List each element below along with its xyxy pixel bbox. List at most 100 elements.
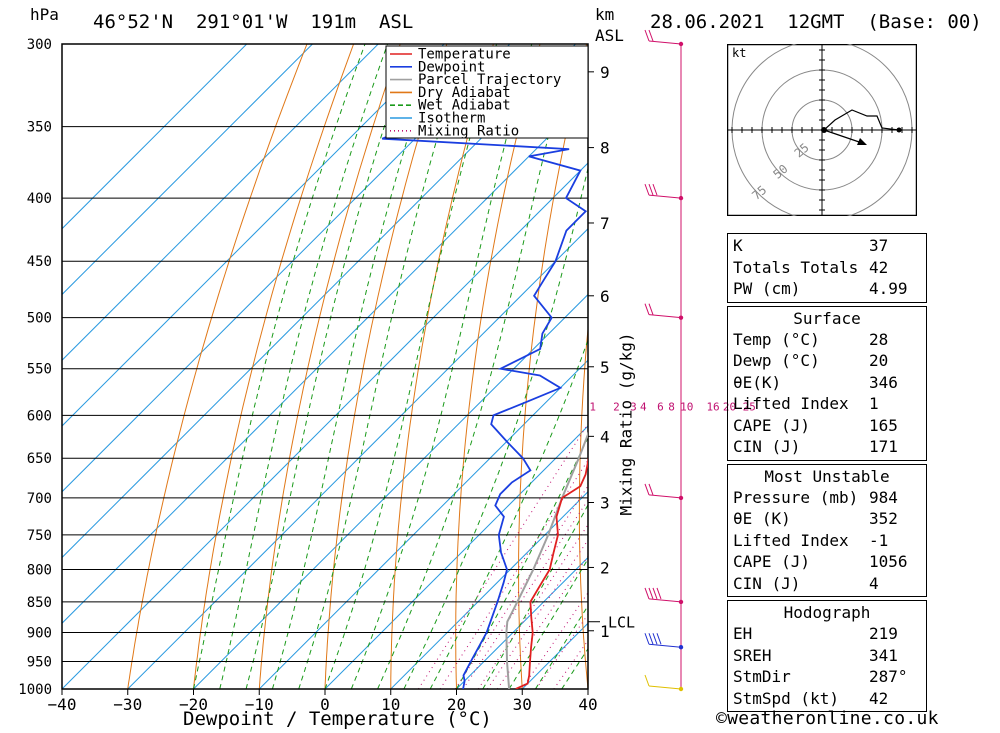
mixing-ratio-label: 8 (668, 400, 675, 413)
x-tick-label: −30 (113, 695, 142, 714)
index-value: 341 (869, 645, 898, 665)
isotherm-line (62, 162, 588, 689)
pressure-tick-label: 800 (27, 562, 52, 578)
wind-barb-feather (648, 633, 654, 645)
index-value: 1056 (869, 552, 908, 571)
dry-adiabat-line (455, 44, 541, 689)
index-value: 287° (869, 667, 908, 686)
index-label: Lifted Index (733, 530, 849, 550)
wet-adiabat-line (403, 166, 588, 689)
index-row: Lifted Index 1 (733, 393, 921, 415)
index-value: -1 (869, 530, 889, 550)
surface-box: Surface Temp (°C) 28 Dewp (°C) 20 θE(K) 346 Li… (727, 305, 927, 461)
wind-barb-shaft (648, 314, 682, 319)
isotherm-line (390, 491, 588, 689)
pressure-tick-label: 500 (27, 311, 52, 327)
legend-label: Parcel Trajectory (418, 72, 561, 88)
x-tick-label: −20 (179, 695, 208, 714)
isotherm-line (127, 228, 588, 689)
dewpoint-line (381, 51, 588, 689)
copyright-notice[interactable]: ©weatheronline.co.uk (716, 708, 939, 729)
wet-adiabat-line (219, 44, 389, 689)
index-label: CIN (J) (733, 437, 801, 456)
index-row: θE (K) 352 (733, 508, 921, 530)
isotherm-line (62, 44, 576, 559)
wind-barb-feather (652, 183, 658, 196)
legend-label: Dewpoint (418, 59, 485, 75)
mixing-ratio-label: 6 (657, 400, 664, 413)
legend-box (385, 45, 589, 139)
wind-barb-feather (648, 183, 654, 196)
wind-barb-shaft (648, 40, 682, 45)
index-label: CIN (J) (733, 573, 801, 593)
height-tick-label: 2 (600, 558, 610, 577)
index-value: 37 (869, 236, 889, 255)
mixing-ratio-label: 25 (743, 400, 756, 413)
index-value: 42 (869, 688, 889, 708)
pressure-tick-label: 900 (27, 626, 52, 642)
index-row: Dewp (°C) 20 (733, 350, 921, 372)
legend-label: Wet Adiabat (418, 98, 511, 114)
index-label: StmSpd (kt) (733, 688, 839, 708)
pressure-tick-label: 550 (27, 362, 52, 378)
index-row: K 37 (733, 235, 921, 257)
pressure-tick-label: 300 (27, 37, 52, 53)
wind-barb-feather (648, 29, 654, 42)
hodograph-title: Hodograph (783, 603, 871, 622)
mixing-ratio-line (535, 613, 588, 689)
isotherm-line (62, 44, 445, 427)
general-indices-box: K 37 Totals Totals 42 PW (cm) 4.99 (727, 233, 927, 303)
wind-barb-feather (652, 633, 658, 645)
location-title: 46°52'N 291°01'W 191m ASL (93, 11, 414, 33)
isotherm-line (324, 425, 588, 689)
most-unstable-title: Most Unstable (764, 466, 890, 486)
wet-adiabat-line (456, 436, 588, 689)
mixing-ratio-axis-title: Mixing Ratio (g/kg) (616, 332, 636, 516)
x-axis-title: Dewpoint / Temperature (°C) (183, 708, 492, 730)
x-tick-label: 0 (320, 695, 330, 714)
wind-barb-feather (652, 587, 658, 600)
index-row: StmDir 287° (733, 666, 921, 688)
pressure-tick-label: 650 (27, 451, 52, 467)
wind-barb-shaft (648, 685, 682, 690)
pressure-unit-label: hPa (30, 5, 59, 24)
isotherm-line (62, 44, 379, 361)
index-value: 42 (869, 257, 889, 277)
wind-barb-feather (644, 674, 650, 687)
pressure-tick-label: 750 (27, 528, 52, 544)
isotherm-line (62, 44, 511, 493)
index-label: CAPE (J) (733, 552, 811, 571)
height-tick-label: 6 (600, 287, 610, 306)
index-label: SREH (733, 645, 772, 665)
mixing-ratio-label: 16 (706, 400, 719, 413)
pressure-tick-label: 400 (27, 191, 52, 207)
isotherm-line (258, 359, 588, 689)
wind-barb-feather (644, 29, 650, 42)
isotherm-line (62, 96, 588, 624)
hodograph-trace (823, 109, 900, 131)
height-tick-label: 9 (600, 63, 610, 82)
pressure-tick-label: 700 (27, 491, 52, 507)
mixing-ratio-line (417, 422, 588, 689)
surface-title: Surface (793, 308, 861, 328)
most-unstable-box: Most Unstable Pressure (mb) 984 θE (K) 352 L… (727, 463, 927, 597)
index-row: θE(K) 346 (733, 372, 921, 394)
dry-adiabat-line (127, 44, 308, 689)
x-tick-label: −10 (245, 695, 274, 714)
index-label: CAPE (J) (733, 415, 811, 435)
mixing-ratio-label: 10 (680, 400, 693, 413)
hodograph-end-point (896, 127, 902, 133)
wind-barb-feather (644, 483, 650, 496)
isotherm-line (62, 44, 313, 296)
index-row: CIN (J) 171 (733, 436, 921, 458)
index-row: CIN (J) 4 (733, 573, 921, 595)
wind-barb-feather (656, 633, 662, 645)
wind-barb-feather (644, 633, 650, 645)
storm-motion-arrowhead (857, 138, 867, 145)
indices-panel: K 37 Totals Totals 42 PW (cm) 4.99 Surface Te… (727, 233, 927, 715)
height-tick-label: 7 (600, 214, 610, 233)
index-label: StmDir (733, 667, 791, 686)
x-tick-label: 30 (513, 695, 532, 714)
index-row: Temp (°C) 28 (733, 329, 921, 351)
